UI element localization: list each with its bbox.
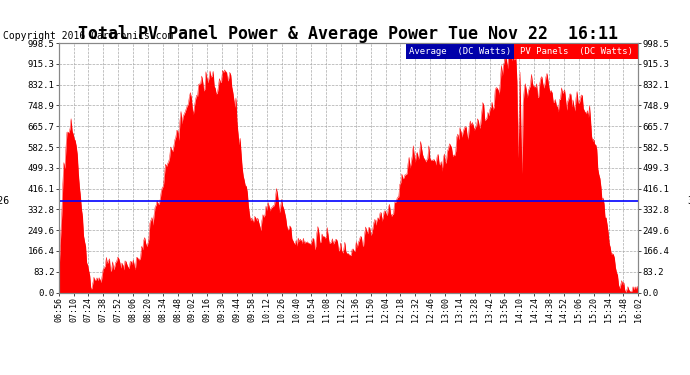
- Text: PV Panels  (DC Watts): PV Panels (DC Watts): [520, 47, 632, 56]
- Text: →368.26: →368.26: [0, 195, 10, 206]
- Title: Total PV Panel Power & Average Power Tue Nov 22  16:11: Total PV Panel Power & Average Power Tue…: [79, 25, 618, 43]
- Text: Average  (DC Watts): Average (DC Watts): [409, 47, 511, 56]
- Text: Copyright 2016 Cartronics.com: Copyright 2016 Cartronics.com: [3, 32, 174, 41]
- Text: 368.26: 368.26: [687, 195, 690, 206]
- Bar: [513, 44, 638, 59]
- Bar: [406, 44, 513, 59]
